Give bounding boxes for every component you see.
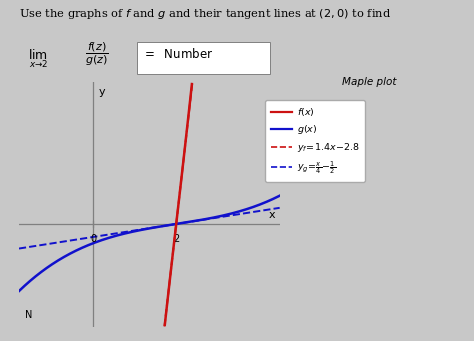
Text: Maple plot: Maple plot	[343, 77, 397, 87]
Text: $\lim_{x \to 2}$: $\lim_{x \to 2}$	[28, 47, 48, 70]
Text: N: N	[25, 310, 33, 320]
FancyBboxPatch shape	[137, 42, 270, 74]
Text: $=$  Number: $=$ Number	[142, 47, 213, 61]
Text: Use the graphs of $f$ and $g$ and their tangent lines at $(2, 0)$ to find: Use the graphs of $f$ and $g$ and their …	[19, 6, 391, 20]
Text: 0: 0	[91, 234, 97, 244]
Text: $\dfrac{f(z)}{g(z)}$: $\dfrac{f(z)}{g(z)}$	[85, 41, 109, 69]
Text: x: x	[269, 210, 275, 220]
Text: y: y	[99, 87, 105, 97]
Legend: $f(x)$, $g(x)$, $y_f\!=\!1.4x\!-\!2.8$, $y_g\!=\!\frac{x}{4}\!-\!\frac{1}{2}$: $f(x)$, $g(x)$, $y_f\!=\!1.4x\!-\!2.8$, …	[265, 100, 365, 182]
Text: 2: 2	[173, 234, 179, 244]
